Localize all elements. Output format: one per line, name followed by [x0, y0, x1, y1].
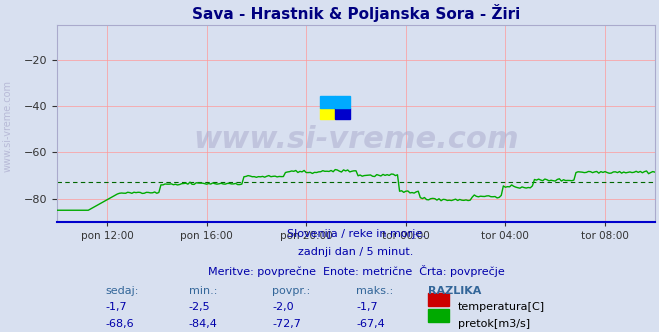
Text: -67,4: -67,4	[356, 319, 385, 329]
Text: RAZLIKA: RAZLIKA	[428, 287, 481, 296]
Text: povpr.:: povpr.:	[272, 287, 310, 296]
Text: -72,7: -72,7	[272, 319, 301, 329]
Text: sedaj:: sedaj:	[105, 287, 138, 296]
Text: www.si-vreme.com: www.si-vreme.com	[3, 80, 13, 172]
Text: -84,4: -84,4	[188, 319, 217, 329]
Text: Meritve: povprečne  Enote: metrične  Črta: povprečje: Meritve: povprečne Enote: metrične Črta:…	[208, 265, 504, 277]
Bar	[320, 96, 335, 108]
Bar	[428, 293, 449, 306]
Text: Slovenija / reke in morje.: Slovenija / reke in morje.	[287, 229, 426, 239]
Text: zadnji dan / 5 minut.: zadnji dan / 5 minut.	[299, 247, 414, 257]
Text: temperatura[C]: temperatura[C]	[457, 302, 545, 312]
Text: maks.:: maks.:	[356, 287, 393, 296]
Text: -1,7: -1,7	[105, 302, 127, 312]
Bar	[335, 96, 350, 108]
Bar	[320, 108, 335, 119]
Title: Sava - Hrastnik & Poljanska Sora - Žiri: Sava - Hrastnik & Poljanska Sora - Žiri	[192, 4, 520, 22]
Bar	[335, 108, 350, 119]
Text: -1,7: -1,7	[356, 302, 378, 312]
Text: www.si-vreme.com: www.si-vreme.com	[193, 124, 519, 154]
Bar	[428, 309, 449, 322]
Text: -2,0: -2,0	[272, 302, 294, 312]
Text: -68,6: -68,6	[105, 319, 134, 329]
Text: -2,5: -2,5	[188, 302, 210, 312]
Text: pretok[m3/s]: pretok[m3/s]	[457, 319, 530, 329]
Text: min.:: min.:	[188, 287, 217, 296]
